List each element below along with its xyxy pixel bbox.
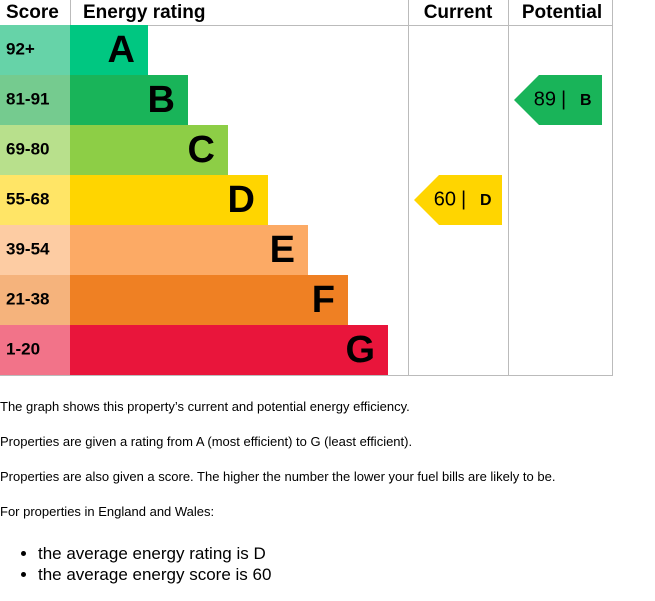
rating-bar <box>70 125 228 175</box>
score-cell <box>0 75 70 125</box>
notes: The graph shows this property’s current … <box>0 396 655 585</box>
score-cell <box>0 325 70 375</box>
score-cell <box>0 125 70 175</box>
header-potential: Potential <box>522 2 602 23</box>
header: Score Energy rating Current Potential <box>6 2 602 23</box>
rating-letter: C <box>188 129 215 171</box>
rating-bar <box>70 25 148 75</box>
paragraph: Properties are also given a score. The h… <box>0 469 556 484</box>
rating-letter: G <box>345 329 375 371</box>
score-cell <box>0 175 70 225</box>
epc-chart: Score Energy rating Current Potential 92… <box>0 0 613 376</box>
rating-bar <box>70 275 348 325</box>
rating-letter: A <box>108 29 135 71</box>
score-label: 81-91 <box>6 89 49 108</box>
header-rating: Energy rating <box>83 2 205 23</box>
current-score: 60 <box>434 188 456 210</box>
current-letter: D <box>480 192 492 209</box>
bullet-list: the average energy rating is D the avera… <box>0 543 655 585</box>
paragraph: Properties are given a rating from A (mo… <box>0 434 413 449</box>
separator: | <box>461 188 466 210</box>
rating-bar <box>70 225 308 275</box>
header-current: Current <box>424 2 493 23</box>
score-cell <box>0 225 70 275</box>
score-cell <box>0 275 70 325</box>
score-label: 55-68 <box>6 189 49 208</box>
score-label: 1-20 <box>6 339 40 358</box>
score-label: 39-54 <box>6 239 50 258</box>
score-cell <box>0 25 70 75</box>
score-label: 21-38 <box>6 289 49 308</box>
table-frame <box>0 0 613 376</box>
score-label: 69-80 <box>6 139 49 158</box>
header-score: Score <box>6 2 59 23</box>
score-label: 92+ <box>6 39 35 58</box>
bullet: the average energy score is 60 <box>38 564 655 585</box>
rating-bar <box>70 75 188 125</box>
potential-arrow <box>514 75 602 125</box>
bullet: the average energy rating is D <box>38 543 655 564</box>
potential-score: 89 <box>534 88 556 110</box>
rating-letter: B <box>148 79 175 121</box>
separator: | <box>561 88 566 110</box>
paragraph: The graph shows this property’s current … <box>0 399 410 414</box>
rating-bar <box>70 325 388 375</box>
paragraph: For properties in England and Wales: <box>0 504 215 519</box>
rating-letter: D <box>228 179 255 221</box>
current-arrow <box>414 175 502 225</box>
rating-bar <box>70 175 268 225</box>
rating-letter: F <box>312 279 335 321</box>
potential-letter: B <box>580 92 592 109</box>
rating-letter: E <box>270 229 295 271</box>
